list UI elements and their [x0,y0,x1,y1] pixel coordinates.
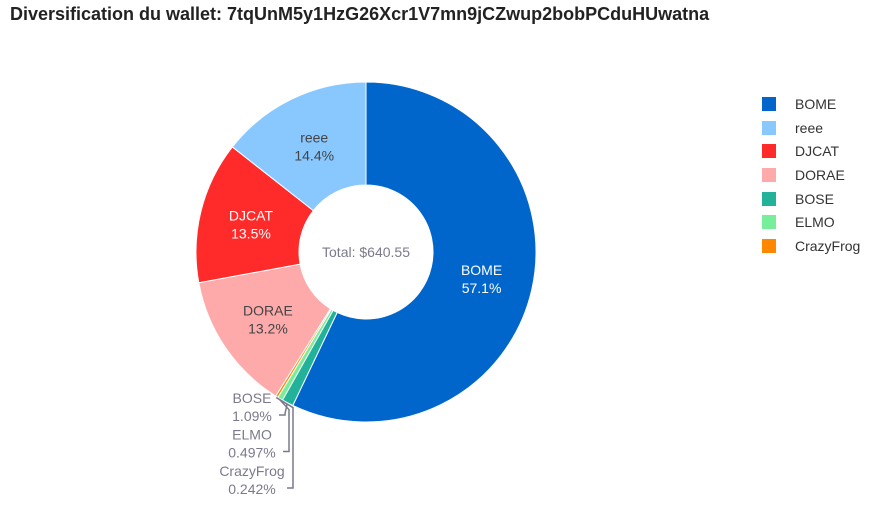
slice-label-bome: BOME 57.1% [461,262,502,296]
slice-group [195,81,537,423]
legend-item-reee[interactable]: reee [762,116,860,140]
leader-line-elmo [279,399,290,453]
legend-swatch [762,144,776,159]
legend-swatch [762,238,776,253]
slice-reee[interactable] [231,81,367,212]
legend-item-bome[interactable]: BOME [762,92,860,116]
slice-label-bose: BOSE 1.09% [232,390,272,424]
slice-label-elmo: ELMO 0.497% [228,427,275,461]
chart-title: Diversification du wallet: 7tqUnM5y1HzG2… [10,4,710,24]
legend-label: CrazyFrog [795,237,861,254]
legend-label: BOSE [795,190,834,207]
legend: BOME reee DJCAT DORAE BOSE ELMO CrazyFrog [762,92,860,258]
legend-swatch [762,191,776,206]
leader-line-bose [279,403,288,416]
slice-label-group: BOME 57.1% DORAE 13.2% DJCAT 13.5% reee 14.4% BO… [219,129,502,497]
legend-label: DORAE [795,166,845,183]
legend-swatch [762,215,776,230]
leader-line-crazyfrog [275,396,294,489]
legend-label: reee [795,119,824,136]
slice-label-crazyfrog: CrazyFrog 0.242% [219,463,284,497]
legend-label: ELMO [795,214,835,231]
slice-label-reee: reee 14.4% [294,129,334,163]
slice-djcat[interactable] [195,146,315,284]
legend-item-bose[interactable]: BOSE [762,187,860,211]
legend-label: BOME [795,95,837,112]
center-total-label: Total: $640.55 [322,244,410,260]
legend-item-elmo[interactable]: ELMO [762,210,860,234]
legend-swatch [762,120,776,135]
leader-line-group [275,396,294,489]
legend-swatch [762,96,776,111]
legend-label: DJCAT [795,143,840,160]
legend-item-dorae[interactable]: DORAE [762,163,860,187]
slice-label-dorae: DORAE 13.2% [243,303,293,337]
legend-swatch [762,167,776,182]
legend-item-crazyfrog[interactable]: CrazyFrog [762,234,860,258]
slice-bome[interactable] [292,81,537,423]
slice-label-djcat: DJCAT 13.5% [229,208,274,242]
legend-item-djcat[interactable]: DJCAT [762,139,860,163]
